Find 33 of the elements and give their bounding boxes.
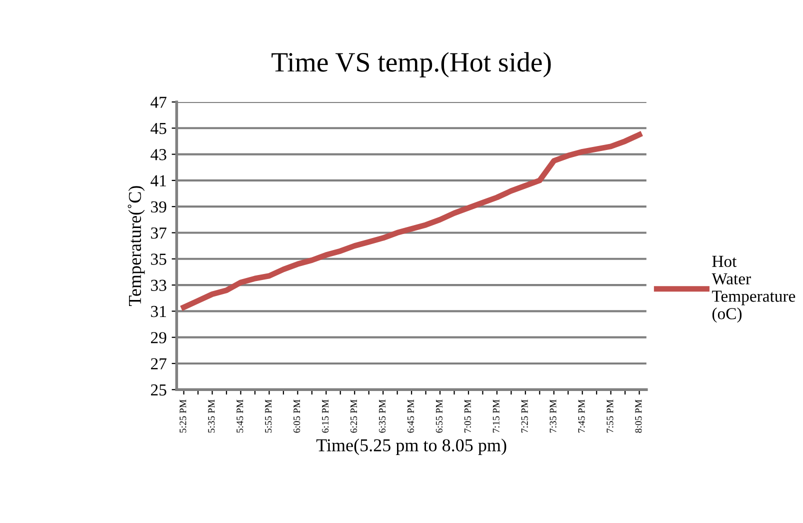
- y-tick-label: 45: [150, 122, 166, 134]
- y-axis-title: Temperature(˚C): [128, 186, 145, 306]
- x-tick-label: 7:35 PM: [550, 400, 556, 432]
- x-tick-label: 7:25 PM: [521, 400, 528, 432]
- y-tick-label: 35: [151, 254, 166, 265]
- x-tick-label: 6:25 PM: [350, 400, 358, 433]
- x-tick-label: 7:05 PM: [464, 400, 471, 432]
- x-tick-label: 6:15 PM: [322, 400, 329, 433]
- y-tick-label: 25: [151, 384, 166, 396]
- y-tick-label: 31: [151, 306, 166, 318]
- y-tick-label: 39: [151, 201, 166, 213]
- x-tick-label: 6:35 PM: [378, 400, 386, 433]
- x-tick-label: 5:45 PM: [236, 400, 244, 433]
- x-tick-label: 6:55 PM: [436, 400, 442, 433]
- y-tick-label: 41: [150, 175, 166, 186]
- x-tick-label: 6:05 PM: [294, 400, 300, 433]
- y-tick-label: 47: [150, 96, 166, 108]
- chart-title: Time VS temp.(Hot side): [272, 52, 551, 78]
- x-tick-label: 7:15 PM: [492, 400, 500, 432]
- y-tick-label: 37: [151, 227, 166, 239]
- x-tick-label: 5:35 PM: [208, 400, 215, 433]
- x-tick-label: 8:05 PM: [635, 400, 642, 433]
- y-tick-label: 29: [151, 332, 166, 344]
- x-axis-title: Time(5.25 pm to 8.05 pm): [316, 438, 506, 456]
- x-tick-label: 7:45 PM: [578, 400, 585, 432]
- y-tick-label: 43: [150, 149, 166, 160]
- legend-label: Hot Water Temperature (oC): [712, 256, 796, 323]
- x-tick-label: 5:55 PM: [265, 400, 272, 433]
- y-tick-label: 33: [151, 280, 166, 291]
- x-tick-label: 5:25 PM: [180, 400, 186, 433]
- x-tick-label: 7:55 PM: [606, 400, 614, 432]
- y-tick-label: 27: [151, 358, 166, 370]
- x-tick-label: 6:45 PM: [407, 400, 414, 433]
